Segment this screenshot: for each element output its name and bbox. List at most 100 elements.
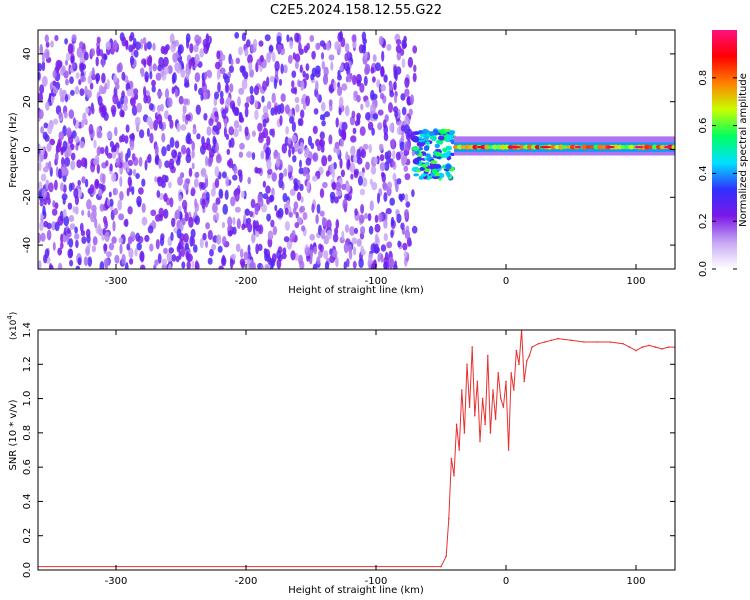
heatmap-cell	[239, 258, 246, 266]
heatmap-cell	[62, 208, 67, 218]
heatmap-cell	[352, 40, 357, 49]
heatmap-cell	[357, 175, 363, 186]
heatmap-cell	[363, 75, 368, 87]
heatmap-cell	[331, 249, 338, 258]
heatmap-cell	[39, 44, 43, 55]
heatmap-cell	[420, 163, 429, 168]
heatmap-cell	[398, 122, 403, 134]
heatmap-cell	[82, 112, 87, 123]
heatmap-cell	[101, 58, 105, 68]
heatmap-cell	[255, 167, 262, 174]
heatmap-cell	[279, 115, 283, 126]
heatmap-cell	[335, 181, 342, 192]
heatmap-cell	[341, 230, 345, 241]
heatmap-cell	[341, 183, 347, 191]
heatmap-y-tick-label: -40	[22, 237, 33, 253]
heatmap-cell	[320, 229, 326, 240]
heatmap-cell	[404, 141, 411, 152]
heatmap-cell	[262, 180, 267, 188]
heatmap-cell	[141, 203, 146, 213]
heatmap-cell	[283, 236, 290, 243]
heatmap-cell	[413, 131, 420, 135]
heatmap-cell	[69, 259, 74, 267]
heatmap-cell	[364, 63, 371, 75]
heatmap-cell	[61, 65, 66, 74]
heatmap-cell	[80, 62, 85, 70]
snr-point	[502, 406, 505, 408]
heatmap-cell	[104, 145, 109, 156]
heatmap-cell	[171, 254, 177, 262]
heatmap-cell	[309, 233, 316, 241]
heatmap-cell	[271, 253, 277, 263]
heatmap-cell	[383, 261, 388, 269]
heatmap-cell	[40, 126, 44, 134]
heatmap-cell	[58, 131, 65, 141]
heatmap-cell	[42, 131, 48, 140]
heatmap-cell	[57, 262, 63, 269]
heatmap-cell	[288, 148, 292, 158]
heatmap-cell	[214, 91, 219, 100]
heatmap-cell	[163, 56, 169, 67]
heatmap-cell	[191, 141, 195, 152]
heatmap-cell	[249, 262, 255, 269]
heatmap-cell	[331, 181, 337, 191]
heatmap-cell	[356, 238, 362, 247]
heatmap-cell	[250, 198, 256, 209]
snr-point	[513, 389, 515, 391]
heatmap-cell	[224, 75, 230, 84]
snr-x-tick-label: 100	[626, 576, 645, 587]
heatmap-cell	[95, 74, 99, 85]
heatmap-cell	[74, 135, 80, 143]
heatmap-cell	[96, 163, 101, 174]
heatmap-cell	[241, 79, 248, 90]
heatmap-cell	[233, 128, 239, 138]
heatmap-cell	[158, 158, 162, 169]
heatmap-cell	[334, 141, 340, 149]
heatmap-cell	[69, 223, 76, 230]
heatmap-cell	[105, 41, 112, 50]
heatmap-cell	[168, 247, 174, 254]
heatmap-cell	[405, 201, 411, 208]
snr-point	[497, 372, 500, 374]
heatmap-cell	[371, 263, 376, 269]
heatmap-cell	[374, 214, 379, 223]
snr-point	[523, 380, 525, 383]
heatmap-cell	[352, 74, 357, 86]
heatmap-cell	[450, 152, 455, 156]
heatmap-cell	[337, 86, 343, 97]
heatmap-cell	[386, 43, 392, 51]
heatmap-cell	[71, 62, 76, 70]
heatmap-cell	[271, 92, 276, 104]
heatmap-cell	[146, 127, 150, 137]
colorbar-tick-label: 0.8	[698, 70, 709, 86]
heatmap-cell	[328, 134, 333, 145]
heatmap-cell	[113, 208, 119, 216]
heatmap-cell	[91, 245, 96, 253]
heatmap-cell	[343, 242, 349, 254]
heatmap-cell	[385, 208, 392, 215]
heatmap-cell	[341, 83, 348, 91]
heatmap-cell	[144, 75, 149, 83]
heatmap-cell	[44, 34, 49, 43]
heatmap-cell	[367, 121, 374, 131]
heatmap-cell	[260, 54, 264, 63]
heatmap-cell	[322, 181, 328, 189]
heatmap-cell	[163, 247, 168, 255]
snr-point	[544, 341, 546, 343]
heatmap-cell	[407, 56, 414, 68]
heatmap-cell	[97, 223, 101, 234]
heatmap-cell	[154, 144, 159, 156]
heatmap-cell	[379, 154, 385, 162]
heatmap-cell	[254, 204, 259, 216]
heatmap-cell	[322, 74, 329, 85]
heatmap-cell	[228, 65, 234, 73]
heatmap-cell	[322, 217, 328, 227]
heatmap-cell	[75, 72, 80, 79]
heatmap-cell	[225, 133, 230, 140]
heatmap-cell	[121, 36, 127, 47]
heatmap-cell	[129, 133, 135, 140]
heatmap-cell	[123, 95, 128, 106]
heatmap-cell	[174, 209, 181, 220]
heatmap-cell	[164, 46, 169, 54]
heatmap-cell	[299, 159, 302, 168]
